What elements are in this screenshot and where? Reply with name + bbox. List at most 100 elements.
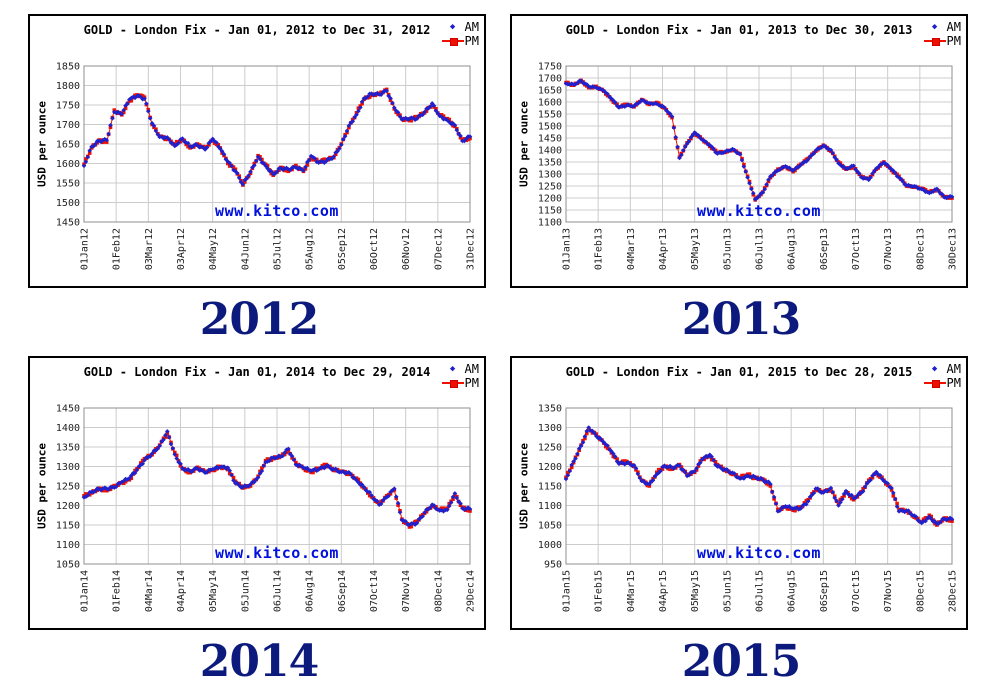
svg-text:01Jan15: 01Jan15	[562, 570, 573, 612]
legend-row-am: ◆ AM	[441, 20, 479, 34]
svg-text:06Jul15: 06Jul15	[755, 570, 766, 612]
svg-text:1350: 1350	[538, 158, 562, 169]
chart-legend: ◆ AM PM	[441, 20, 479, 48]
kitco-watermark: www.kitco.com	[215, 202, 339, 220]
chart-panel-2013: GOLD - London Fix - Jan 01, 2013 to Dec …	[510, 14, 968, 288]
svg-text:28Dec15: 28Dec15	[948, 570, 959, 612]
svg-text:06Sep15: 06Sep15	[819, 570, 830, 612]
year-label: 2013	[681, 294, 801, 345]
svg-text:06Aug14: 06Aug14	[305, 570, 316, 612]
pm-square-icon	[441, 378, 465, 388]
svg-text:05Jun14: 05Jun14	[240, 570, 251, 612]
svg-text:06Aug13: 06Aug13	[787, 228, 798, 270]
svg-text:29Dec14: 29Dec14	[466, 570, 477, 612]
svg-text:30Dec13: 30Dec13	[948, 228, 959, 270]
svg-text:1150: 1150	[538, 482, 562, 493]
legend-am-label: AM	[946, 362, 961, 376]
chart-panel-2015: GOLD - London Fix - Jan 01, 2015 to Dec …	[510, 356, 968, 630]
svg-text:1300: 1300	[56, 462, 80, 473]
legend-row-pm: PM	[923, 376, 961, 390]
svg-text:1400: 1400	[538, 146, 562, 157]
chart-panel-2012: GOLD - London Fix - Jan 01, 2012 to Dec …	[28, 14, 486, 288]
svg-text:1100: 1100	[538, 218, 562, 229]
svg-text:950: 950	[544, 560, 562, 571]
svg-text:08Dec14: 08Dec14	[433, 570, 444, 612]
svg-text:06Sep14: 06Sep14	[337, 570, 348, 612]
svg-text:07Oct15: 07Oct15	[851, 570, 862, 612]
svg-text:1200: 1200	[538, 462, 562, 473]
legend-am-label: AM	[946, 20, 961, 34]
legend-row-pm: PM	[441, 376, 479, 390]
pm-square-icon	[923, 378, 947, 388]
svg-text:07Oct14: 07Oct14	[369, 570, 380, 612]
svg-text:1150: 1150	[56, 521, 80, 532]
year-label: 2015	[681, 636, 801, 687]
svg-text:05May14: 05May14	[208, 570, 219, 612]
chart-cell-2013: GOLD - London Fix - Jan 01, 2013 to Dec …	[510, 14, 972, 345]
svg-text:1250: 1250	[538, 182, 562, 193]
plot-area: 1450 1500 1550 1600 1650 1700 1750 1800 1850 01Ja…	[56, 62, 477, 271]
svg-text:1000: 1000	[538, 540, 562, 551]
chart-panel-2014: GOLD - London Fix - Jan 01, 2014 to Dec …	[28, 356, 486, 630]
svg-text:01Jan12: 01Jan12	[80, 228, 91, 270]
svg-text:04Apr15: 04Apr15	[658, 570, 669, 612]
am-diamond-icon: ◆	[931, 364, 938, 374]
chart-legend: ◆ AM PM	[441, 362, 479, 390]
svg-text:05May13: 05May13	[690, 228, 701, 270]
svg-text:1600: 1600	[538, 98, 562, 109]
svg-text:04Apr14: 04Apr14	[176, 570, 187, 612]
legend-pm-label: PM	[946, 376, 961, 390]
svg-text:05Sep12: 05Sep12	[337, 228, 348, 270]
svg-text:04Mar15: 04Mar15	[626, 570, 637, 612]
kitco-watermark: www.kitco.com	[697, 202, 821, 220]
svg-text:07Nov13: 07Nov13	[883, 228, 894, 270]
svg-text:08Dec15: 08Dec15	[915, 570, 926, 612]
plot-area: 950 1000 1050 1100 1150 1200 1250 1300 1350 01Jan…	[538, 404, 959, 613]
svg-text:1550: 1550	[538, 110, 562, 121]
legend-row-pm: PM	[923, 34, 961, 48]
svg-text:04Apr13: 04Apr13	[658, 228, 669, 270]
svg-text:03Mar12: 03Mar12	[144, 228, 155, 270]
plot-area: 1050 1100 1150 1200 1250 1300 1350 1400 1450 01Ja…	[56, 404, 477, 613]
svg-text:01Jan13: 01Jan13	[562, 228, 573, 270]
svg-text:1600: 1600	[56, 159, 80, 170]
chart-title: GOLD - London Fix - Jan 01, 2013 to Dec …	[565, 23, 913, 37]
svg-text:1050: 1050	[56, 560, 80, 571]
svg-text:01Feb13: 01Feb13	[594, 228, 605, 270]
chart-title: GOLD - London Fix - Jan 01, 2014 to Dec …	[83, 365, 431, 379]
svg-text:1750: 1750	[56, 101, 80, 112]
svg-text:04Mar13: 04Mar13	[626, 228, 637, 270]
svg-text:1450: 1450	[56, 218, 80, 229]
plot-area: 1100115012001250130013501400145015001550…	[538, 62, 959, 271]
svg-text:04May12: 04May12	[208, 228, 219, 270]
svg-text:1850: 1850	[56, 62, 80, 73]
chart-legend: ◆ AM PM	[923, 362, 961, 390]
pm-square-icon	[441, 36, 465, 46]
legend-am-label: AM	[464, 362, 479, 376]
svg-text:1150: 1150	[538, 206, 562, 217]
svg-text:1650: 1650	[538, 86, 562, 97]
svg-text:06Oct12: 06Oct12	[369, 228, 380, 270]
legend-row-am: ◆ AM	[923, 20, 961, 34]
legend-pm-label: PM	[946, 34, 961, 48]
chart-title: GOLD - London Fix - Jan 01, 2015 to Dec …	[565, 365, 913, 379]
am-diamond-icon: ◆	[449, 22, 456, 32]
svg-text:1450: 1450	[538, 134, 562, 145]
kitco-watermark: www.kitco.com	[697, 544, 821, 562]
svg-text:1550: 1550	[56, 179, 80, 190]
svg-text:04Mar14: 04Mar14	[144, 570, 155, 612]
svg-text:1350: 1350	[56, 443, 80, 454]
svg-text:06Jul14: 06Jul14	[273, 570, 284, 612]
svg-text:05Aug12: 05Aug12	[305, 228, 316, 270]
svg-text:05Jun13: 05Jun13	[722, 228, 733, 270]
legend-pm-label: PM	[464, 376, 479, 390]
svg-text:01Feb14: 01Feb14	[112, 570, 123, 612]
legend-pm-label: PM	[464, 34, 479, 48]
svg-text:1050: 1050	[538, 521, 562, 532]
svg-text:05May15: 05May15	[690, 570, 701, 612]
chart-legend: ◆ AM PM	[923, 20, 961, 48]
year-label: 2014	[199, 636, 319, 687]
svg-text:1450: 1450	[56, 404, 80, 415]
legend-row-am: ◆ AM	[923, 362, 961, 376]
